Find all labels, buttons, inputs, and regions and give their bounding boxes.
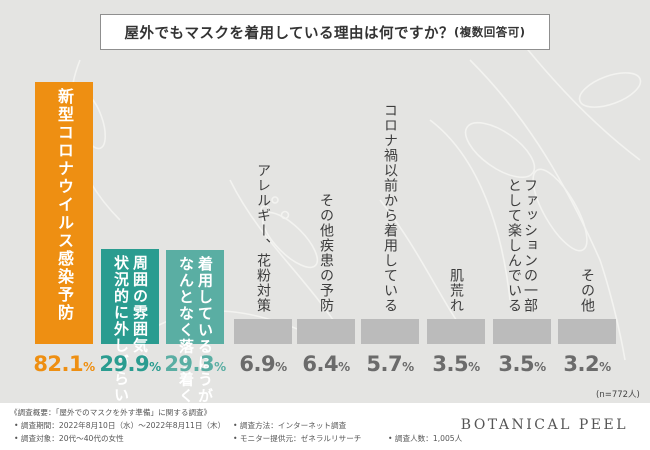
survey-method: • 調査方法：インターネット調査 (233, 421, 347, 430)
chart-title-sub: (複数回答可) (454, 25, 526, 39)
category-label-3: 着用しているほうが なんとなく落ち着く (177, 256, 214, 405)
value-label-5: 6.4% (302, 352, 350, 376)
survey-period: • 調査期間：2022年8月10日（水）〜2022年8月11日（木） (14, 421, 226, 430)
bar-3 (166, 250, 224, 344)
category-label-1: 新型コロナウイルス感染予防 (55, 88, 74, 322)
survey-provider: • モニター提供元：ゼネラルリサーチ (233, 434, 362, 443)
survey-target: • 調査対象：20代〜40代の女性 (14, 434, 124, 443)
category-label-2: 周囲の雰囲気、 状況的に外しづらい (112, 254, 149, 404)
bar-4 (234, 319, 292, 344)
chart-title: 屋外でもマスクを着用している理由は何ですか？ (複数回答可) (100, 14, 550, 50)
value-label-9: 3.2% (563, 352, 611, 376)
survey-overview: 《調査概要：「屋外でのマスクを外す準備」に関する調査》 (10, 408, 212, 417)
value-label-2: 29.9% (99, 352, 161, 376)
category-label-8: ファッションの一部 として楽しんでいる (506, 178, 538, 313)
value-label-3: 29.3% (164, 352, 226, 376)
category-label-6: コロナ禍以前から着用している (382, 103, 398, 313)
category-label-7: 肌荒れ (448, 268, 464, 313)
category-label-4: アレルギー、花粉対策 (255, 163, 271, 313)
sample-size-note: (n=772人) (596, 390, 640, 400)
chart-title-main: 屋外でもマスクを着用している理由は何ですか？ (124, 25, 455, 42)
bar-8 (493, 319, 551, 344)
bar-6 (361, 319, 419, 344)
bar-7 (427, 319, 485, 344)
category-label-9: その他 (579, 268, 595, 313)
bar-5 (297, 319, 355, 344)
value-label-8: 3.5% (498, 352, 546, 376)
value-label-6: 5.7% (366, 352, 414, 376)
category-label-5: その他疾患の予防 (318, 193, 334, 313)
value-label-7: 3.5% (432, 352, 480, 376)
survey-count: • 調査人数：1,005人 (388, 434, 463, 443)
bar-9 (558, 319, 616, 344)
value-label-4: 6.9% (239, 352, 287, 376)
footer: 《調査概要：「屋外でのマスクを外す準備」に関する調査》 • 調査期間：2022年… (0, 403, 650, 450)
bar-2 (101, 248, 159, 344)
value-label-1: 82.1% (33, 352, 95, 376)
brand-logo: BOTANICAL PEEL (460, 417, 628, 433)
bar-1 (35, 82, 93, 344)
